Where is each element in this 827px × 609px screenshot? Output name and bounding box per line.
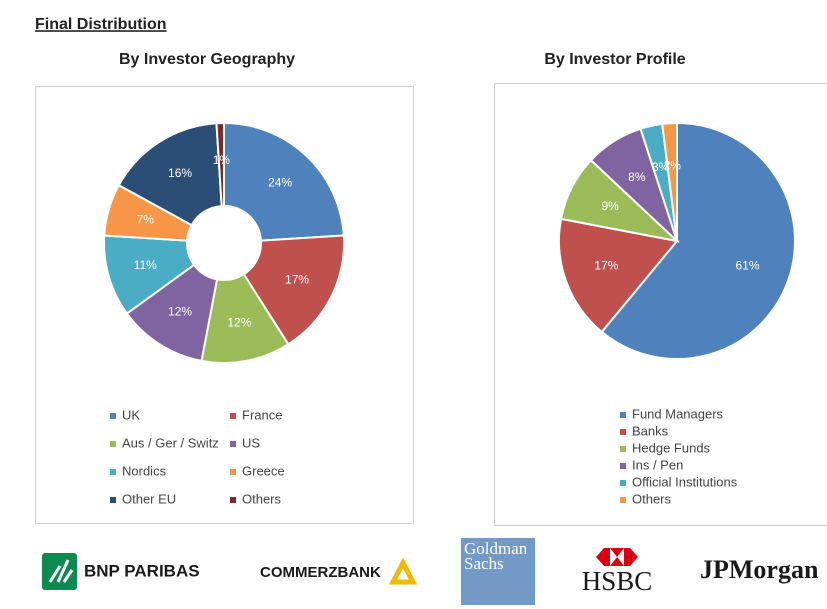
legend-swatch: [230, 469, 236, 475]
legend-swatch: [110, 441, 116, 447]
commerzbank-logo: COMMERZBANK: [260, 557, 418, 585]
legend-label: Banks: [632, 423, 669, 438]
legend-label: Ins / Pen: [632, 457, 683, 472]
data-label: 1%: [213, 153, 231, 167]
data-label: 61%: [736, 259, 760, 273]
goldman-text: Sachs: [464, 554, 504, 573]
legend-label: Nordics: [122, 463, 167, 478]
heading: Final Distribution: [35, 16, 167, 33]
legend-swatch: [620, 497, 626, 503]
bnp-logo: BNP PARIBAS: [42, 553, 200, 590]
legend-label: Official Institutions: [632, 474, 738, 489]
chart-title: By Investor Geography: [119, 51, 295, 68]
goldman-logo: Goldman Sachs: [461, 538, 535, 605]
legend-swatch: [620, 429, 626, 435]
jpmorgan-text: JPMorgan: [700, 555, 819, 584]
chart-title: By Investor Profile: [544, 51, 685, 68]
legend-swatch: [110, 497, 116, 503]
legend-label: France: [242, 407, 282, 422]
legend-swatch: [620, 412, 626, 418]
legend-swatch: [620, 463, 626, 469]
legend-swatch: [620, 480, 626, 486]
hsbc-icon: [610, 548, 624, 566]
hsbc-logo: HSBC: [582, 548, 653, 596]
legend-label: Others: [632, 491, 672, 506]
legend-label: Hedge Funds: [632, 440, 711, 455]
legend-swatch: [620, 446, 626, 452]
legend-label: Aus / Ger / Switz: [122, 435, 219, 450]
data-label: 11%: [134, 258, 157, 272]
legend-swatch: [230, 413, 236, 419]
data-label: 12%: [168, 304, 192, 318]
bnp-text: BNP PARIBAS: [84, 561, 200, 580]
legend-label: Greece: [242, 463, 285, 478]
slice: [215, 121, 225, 208]
slice: [661, 121, 678, 242]
commerzbank-text: COMMERZBANK: [260, 564, 381, 581]
goldman-box: [461, 538, 535, 605]
slice: [558, 217, 679, 334]
data-label: 12%: [227, 316, 251, 330]
slice: [600, 121, 796, 360]
legend-label: Other EU: [122, 491, 176, 506]
legend-label: Others: [242, 491, 282, 506]
bnp-stars: [48, 559, 74, 583]
slice: [242, 234, 345, 346]
legend-swatch: [230, 441, 236, 447]
data-label: 7%: [137, 212, 155, 226]
data-label: 3%: [652, 160, 670, 174]
data-label: 2%: [664, 158, 682, 172]
data-label: 8%: [628, 170, 646, 184]
data-label: 16%: [168, 166, 192, 180]
legend-swatch: [230, 497, 236, 503]
slice: [223, 121, 345, 242]
hsbc-text: HSBC: [582, 566, 653, 596]
data-label: 9%: [602, 199, 620, 213]
data-label: 24%: [268, 175, 292, 189]
legend-label: Fund Managers: [632, 406, 724, 421]
goldman-text: Goldman: [464, 539, 528, 558]
legend-swatch: [110, 413, 116, 419]
slice: [117, 122, 223, 227]
legend-swatch: [110, 469, 116, 475]
data-label: 17%: [594, 259, 618, 273]
legend-label: US: [242, 435, 260, 450]
commerzbank-icon: [388, 557, 418, 585]
legend-label: UK: [122, 407, 140, 422]
data-label: 17%: [285, 272, 309, 286]
